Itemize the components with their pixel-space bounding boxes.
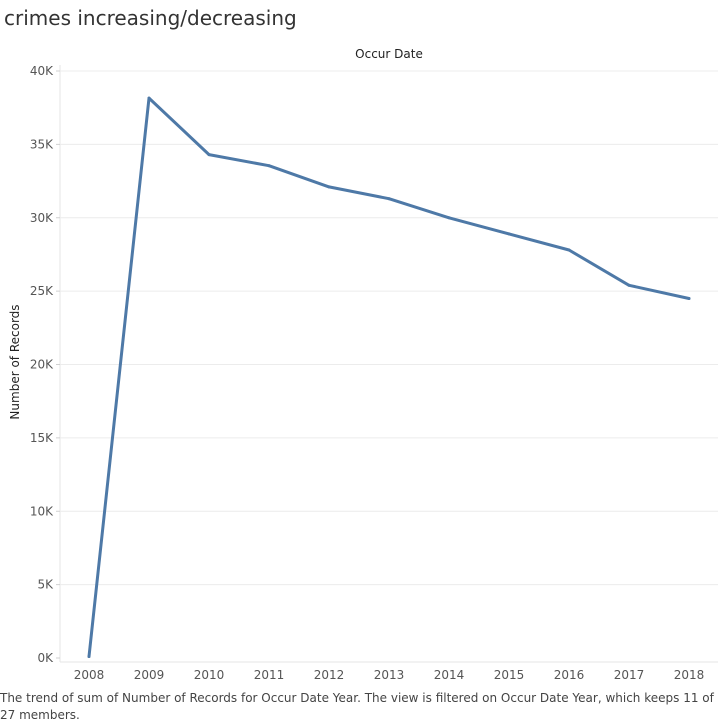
data-point [327, 185, 331, 189]
series-line [87, 96, 691, 658]
y-axis-ticks: 0K 5K 10K 15K 20K 25K 30K 35K 40K [30, 64, 60, 665]
x-tick-label: 2011 [254, 668, 285, 682]
chart-caption: The trend of sum of Number of Records fo… [0, 691, 714, 722]
data-point [267, 164, 271, 168]
x-axis-title: Occur Date [355, 47, 423, 61]
data-points [87, 96, 691, 658]
x-tick-label: 2013 [374, 668, 405, 682]
data-point [387, 197, 391, 201]
chart-title: crimes increasing/decreasing [4, 6, 297, 30]
y-tick-label: 20K [30, 358, 54, 372]
y-tick-label: 10K [30, 504, 54, 518]
data-point [687, 297, 691, 300]
x-tick-label: 2015 [494, 668, 525, 682]
y-tick-label: 30K [30, 211, 54, 225]
y-tick-label: 15K [30, 431, 54, 445]
gridlines [59, 65, 718, 663]
x-tick-label: 2016 [554, 668, 585, 682]
y-axis-title: Number of Records [8, 304, 22, 419]
data-point [207, 153, 211, 157]
data-point [147, 96, 151, 100]
y-tick-label: 40K [30, 64, 54, 78]
y-tick-label: 25K [30, 284, 54, 298]
x-tick-label: 2010 [194, 668, 225, 682]
x-tick-label: 2008 [74, 668, 105, 682]
y-tick-label: 5K [37, 578, 54, 592]
x-tick-label: 2017 [614, 668, 645, 682]
data-point [507, 232, 511, 236]
x-tick-label: 2014 [434, 668, 465, 682]
data-point [627, 283, 631, 287]
y-tick-label: 35K [30, 137, 54, 151]
y-tick-label: 0K [37, 651, 54, 665]
data-point [567, 248, 571, 252]
x-tick-label: 2009 [134, 668, 165, 682]
x-tick-label: 2012 [314, 668, 345, 682]
data-point [447, 216, 451, 220]
x-axis-ticks: 2008 2009 2010 2011 2012 2013 2014 2015 2016 2017… [74, 668, 705, 682]
data-point [87, 655, 91, 658]
x-tick-label: 2018 [674, 668, 705, 682]
